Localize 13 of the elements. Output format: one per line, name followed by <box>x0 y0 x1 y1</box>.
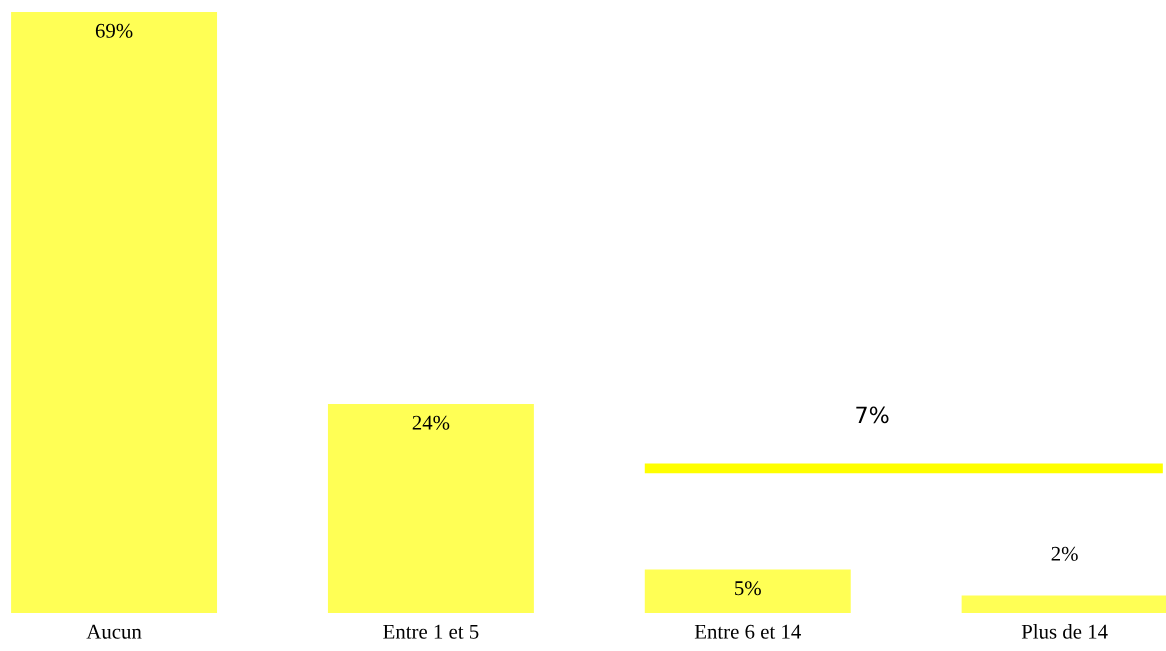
x-tick-label: Entre 6 et 14 <box>694 624 801 639</box>
data-label: 69% <box>95 23 133 38</box>
annotation: 7% <box>856 406 889 424</box>
data-label: 24% <box>412 415 450 430</box>
x-tick-label: Aucun <box>86 624 142 639</box>
data-label: 5% <box>735 581 761 596</box>
x-tick-label: Entre 1 et 5 <box>383 624 479 639</box>
data-label: 2% <box>1051 546 1078 561</box>
bar <box>644 569 851 613</box>
x-tick-label: Plus de 14 <box>1021 624 1108 639</box>
bar <box>11 12 218 613</box>
bar <box>961 595 1166 613</box>
bar <box>327 403 534 613</box>
